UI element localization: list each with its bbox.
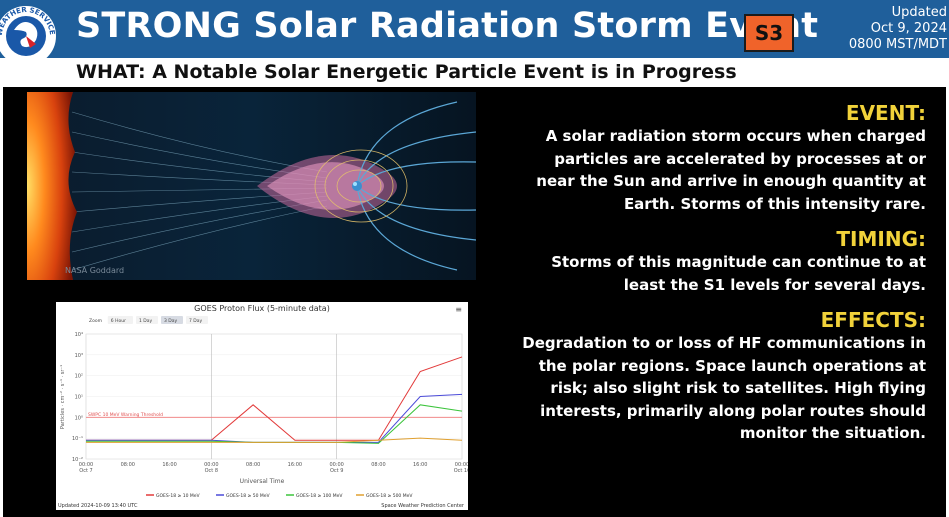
y-tick-label: 10⁴ (75, 332, 83, 338)
x-day-label: Oct 8 (205, 468, 218, 474)
y-tick-label: 10⁻¹ (72, 436, 83, 442)
x-tick-label: 00:00 (455, 462, 468, 468)
x-day-label: Oct 10 (454, 468, 468, 474)
series-lines (86, 356, 463, 444)
chart-footer-right: Space Weather Prediction Center (381, 503, 465, 509)
proton-flux-chart: GOES Proton Flux (5-minute data) ≡ Zoom 6… (56, 302, 468, 510)
updated-time: 0800 MST/MDT (848, 37, 947, 52)
effects-heading: EFFECTS: (820, 308, 926, 332)
y-tick-label: 10⁻² (72, 457, 83, 463)
y-axis-label: Particles · cm⁻² · s⁻¹ · sr⁻¹ (60, 365, 66, 429)
x-tick-label: 16:00 (288, 462, 302, 468)
y-tick-label: 10³ (75, 353, 83, 359)
range-button[interactable] (161, 316, 183, 324)
legend-label: GOES-18 ≥ 100 MeV (296, 493, 343, 499)
range-button[interactable] (186, 316, 208, 324)
legend-label: GOES-18 ≥ 500 MeV (366, 493, 413, 499)
updated-date: Oct 9, 2024 (870, 21, 947, 36)
x-day-label: Oct 9 (330, 468, 343, 474)
timing-heading: TIMING: (836, 227, 926, 251)
x-tick-label: 00:00 (329, 462, 343, 468)
updated-info: Updated Oct 9, 2024 0800 MST/MDT (849, 5, 947, 53)
y-tick-label: 10¹ (75, 395, 83, 401)
event-body: A solar radiation storm occurs when char… (536, 127, 926, 213)
series-line (86, 437, 463, 443)
nws-logo: WEATHER SERVICE (0, 4, 58, 68)
main-panel: NASA Goddard GOES Proton Flux (5-minute … (3, 87, 946, 517)
event-heading: EVENT: (845, 101, 926, 125)
storm-scale-badge: S3 (744, 14, 794, 52)
range-button-label: 1 Day (139, 318, 153, 324)
subtitle-bar (0, 58, 949, 86)
x-tick-label: 08:00 (246, 462, 260, 468)
x-tick-label: 08:00 (121, 462, 135, 468)
x-tick-label: 16:00 (162, 462, 176, 468)
effects-body: Degradation to or loss of HF communicati… (522, 334, 926, 442)
chart-menu-icon[interactable]: ≡ (455, 305, 462, 314)
x-day-label: Oct 7 (79, 468, 92, 474)
range-buttons: Zoom 6 Hour 1 Day 3 Day 7 Day (89, 316, 208, 324)
range-button[interactable] (107, 316, 133, 324)
chart-title: GOES Proton Flux (5-minute data) (194, 304, 330, 313)
range-button-label: 3 Day (164, 318, 178, 324)
timing-body: Storms of this magnitude can continue to… (551, 253, 926, 294)
legend-label: GOES-18 ≥ 50 MeV (226, 493, 271, 499)
event-section: EVENT: A solar radiation storm occurs wh… (513, 101, 926, 215)
range-button-label: 7 Day (189, 318, 203, 324)
timing-section: TIMING: Storms of this magnitude can con… (513, 227, 926, 296)
x-tick-label: 16:00 (413, 462, 427, 468)
range-button[interactable] (136, 316, 158, 324)
chart-legend: GOES-18 ≥ 10 MeV GOES-18 ≥ 50 MeV GOES-18 … (146, 493, 413, 499)
effects-section: EFFECTS: Degradation to or loss of HF co… (513, 308, 926, 445)
range-button-label: 6 Hour (111, 318, 126, 324)
info-column: EVENT: A solar radiation storm occurs wh… (513, 101, 926, 445)
subtitle: WHAT: A Notable Solar Energetic Particle… (76, 61, 737, 83)
magnetosphere-illustration: NASA Goddard (27, 92, 476, 280)
image-credit: NASA Goddard (65, 266, 124, 275)
day-dividers (211, 334, 337, 459)
chart-footer-left: Updated 2024-10-09 13:40 UTC (58, 503, 138, 509)
updated-label: Updated (891, 5, 947, 20)
x-tick-label: 00:00 (204, 462, 218, 468)
page-title: STRONG Solar Radiation Storm Event (76, 6, 819, 46)
x-axis-ticks: 00:00 08:00 16:00 00:00 08:00 16:00 00:00 08:00… (79, 462, 468, 474)
x-axis-label: Universal Time (240, 478, 285, 485)
y-tick-label: 10⁰ (75, 415, 83, 421)
x-tick-label: 08:00 (371, 462, 385, 468)
range-button-label: Zoom (89, 318, 102, 324)
y-tick-label: 10² (75, 374, 83, 380)
threshold-label: SWPC 10 MeV Warning Threshold (88, 412, 163, 418)
legend-label: GOES-18 ≥ 10 MeV (156, 493, 201, 499)
x-tick-label: 00:00 (79, 462, 93, 468)
